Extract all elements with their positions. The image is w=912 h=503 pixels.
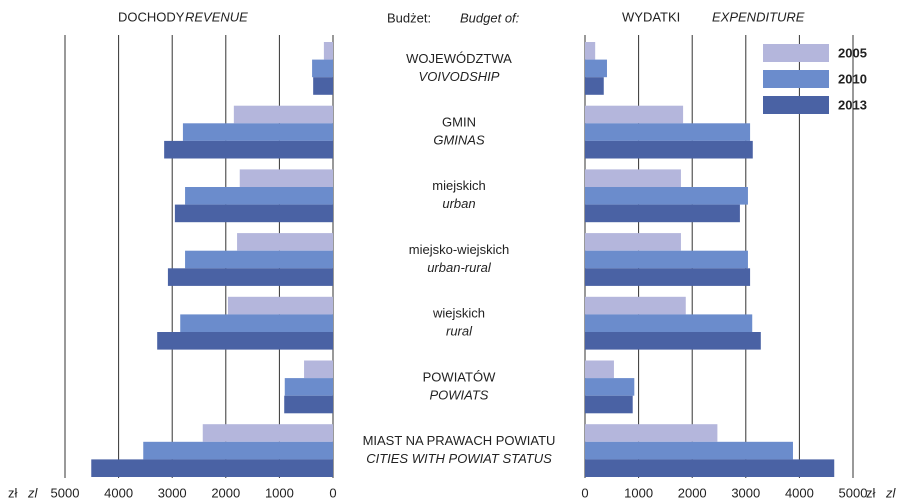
category-label: WOJEWÓDZTWA — [406, 51, 512, 66]
x-tick-label: 2000 — [678, 485, 707, 500]
bar — [167, 268, 333, 286]
category-label-en: urban-rural — [427, 260, 492, 275]
category-label: miejsko-wiejskich — [409, 242, 509, 257]
x-tick-label: 4000 — [104, 485, 133, 500]
category-label: MIAST NA PRAWACH POWIATU — [363, 433, 556, 448]
category-label-en: POWIATS — [430, 387, 489, 402]
x-tick-label: 5000 — [839, 485, 868, 500]
bar — [585, 360, 614, 379]
bar — [284, 378, 333, 396]
bar — [239, 169, 333, 187]
bar — [284, 395, 333, 414]
bar — [585, 378, 635, 396]
bar — [585, 296, 686, 315]
legend-label: 2005 — [838, 45, 867, 60]
category-label-en: GMINAS — [433, 133, 485, 148]
x-tick-label: 5000 — [51, 485, 80, 500]
unit-label-en: zl — [885, 485, 897, 500]
x-tick-label: 3000 — [731, 485, 760, 500]
bar — [182, 123, 333, 141]
category-label-en: CITIES WITH POWIAT STATUS — [366, 451, 552, 466]
legend-swatch — [763, 96, 829, 114]
bar — [585, 268, 751, 286]
bar — [585, 250, 748, 269]
bar — [202, 424, 333, 442]
panel-title: WYDATKI — [622, 9, 680, 24]
panel-title-en: EXPENDITURE — [712, 9, 805, 24]
bar — [585, 77, 604, 95]
bar — [585, 233, 681, 251]
category-label: POWIATÓW — [423, 369, 496, 384]
legend-label: 2010 — [838, 71, 867, 86]
bar — [304, 360, 333, 379]
category-label-en: urban — [442, 196, 475, 211]
bar — [91, 459, 333, 477]
bar — [585, 187, 748, 205]
unit-label: zł — [8, 485, 18, 500]
center-title: Budżet: — [387, 10, 431, 25]
bar — [585, 204, 740, 223]
bar — [585, 332, 761, 350]
bar — [585, 424, 718, 442]
category-label-en: rural — [446, 324, 473, 339]
bar — [174, 204, 333, 223]
bar — [585, 42, 596, 60]
legend-swatch — [763, 70, 829, 88]
x-tick-label: 3000 — [158, 485, 187, 500]
category-label: miejskich — [432, 178, 485, 193]
unit-label-en: zl — [27, 485, 39, 500]
bar — [312, 59, 333, 78]
bar — [233, 105, 333, 124]
x-tick-label: 0 — [329, 485, 336, 500]
panel-title: DOCHODY — [118, 9, 185, 24]
bar — [585, 140, 753, 159]
x-tick-label: 2000 — [211, 485, 240, 500]
bar — [323, 42, 333, 60]
bar — [585, 314, 753, 332]
category-label-en: VOIVODSHIP — [419, 69, 500, 84]
bar — [585, 395, 633, 414]
panel-title-en: REVENUE — [185, 9, 248, 24]
category-label: GMIN — [442, 115, 476, 130]
legend-label: 2013 — [838, 97, 867, 112]
bar — [585, 59, 607, 78]
bar — [143, 441, 333, 460]
x-tick-label: 0 — [581, 485, 588, 500]
center-title-en: Budget of: — [460, 10, 520, 25]
bar — [585, 123, 751, 141]
bar — [585, 105, 684, 124]
unit-label: zł — [866, 485, 876, 500]
bar — [237, 233, 333, 251]
bar — [185, 187, 333, 205]
x-tick-label: 1000 — [624, 485, 653, 500]
category-label: wiejskich — [432, 306, 485, 321]
x-tick-label: 1000 — [265, 485, 294, 500]
bar — [585, 169, 681, 187]
bar — [585, 459, 835, 477]
bar — [164, 140, 333, 159]
legend-swatch — [763, 44, 829, 62]
x-tick-label: 4000 — [785, 485, 814, 500]
bar — [227, 296, 333, 315]
bar — [185, 250, 333, 269]
bar — [157, 332, 333, 350]
bar — [180, 314, 333, 332]
bar — [585, 441, 793, 460]
bar — [313, 77, 333, 95]
